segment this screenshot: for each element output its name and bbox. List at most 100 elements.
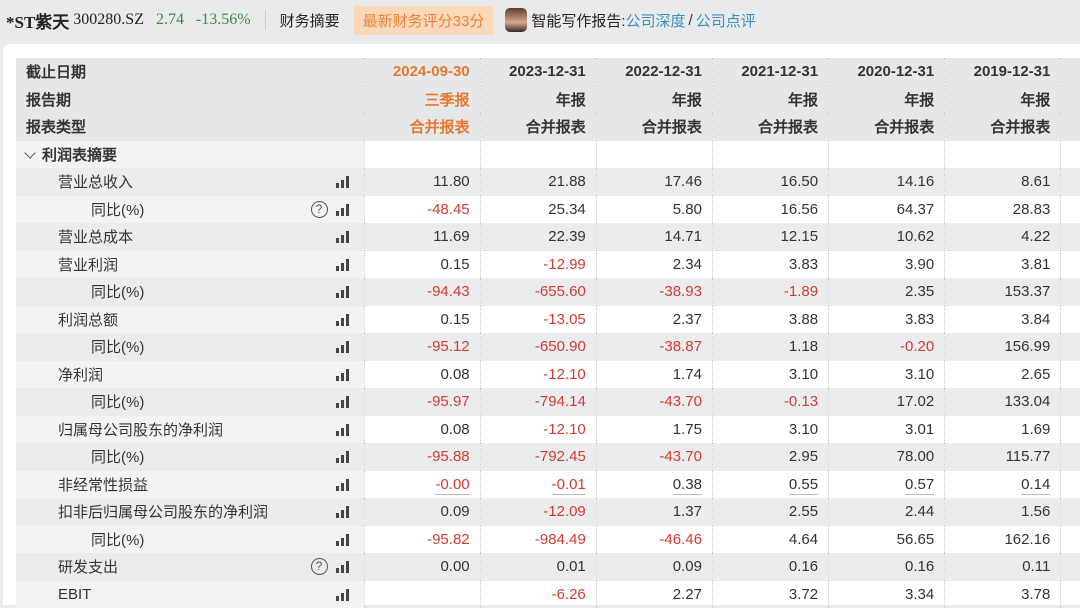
help-icon[interactable]: ? <box>311 558 328 575</box>
section-row[interactable]: 利润表摘要 <box>16 141 1080 169</box>
value-cell: 56.65 <box>829 526 945 554</box>
value[interactable]: -0.01 <box>552 476 586 495</box>
value[interactable]: 0.57 <box>905 476 934 495</box>
bar-chart-icon[interactable] <box>336 176 350 188</box>
value: 3.72 <box>789 586 818 603</box>
bar-chart-icon[interactable] <box>336 286 350 298</box>
stock-price: 2.74 <box>156 11 184 29</box>
bar-chart-icon[interactable] <box>336 341 350 353</box>
avatar <box>505 8 527 32</box>
value-cell: -12.99 <box>480 251 596 279</box>
value[interactable]: 0.14 <box>1021 476 1050 495</box>
row-label: EBIT <box>16 581 364 608</box>
partial-column <box>1061 306 1080 334</box>
value: 115.77 <box>1006 448 1051 465</box>
value-cell: 2.37 <box>596 306 712 334</box>
value: -13.05 <box>543 311 586 328</box>
value-cell: 2.44 <box>829 498 945 526</box>
chevron-down-icon[interactable] <box>24 147 35 158</box>
value: 21.88 <box>548 173 586 190</box>
link-company-deep[interactable]: 公司深度 <box>626 10 686 31</box>
help-icon[interactable]: ? <box>311 201 328 218</box>
partial-column <box>1061 223 1080 251</box>
value[interactable]: 0.55 <box>789 476 818 495</box>
value-cell: 2.27 <box>596 581 712 608</box>
value-cell: 3.10 <box>712 361 828 389</box>
value: 17.02 <box>897 393 935 410</box>
value-cell: -95.82 <box>364 526 480 554</box>
value: 22.39 <box>548 228 586 245</box>
empty-cell <box>945 141 1061 169</box>
bar-chart-icon[interactable] <box>336 479 350 491</box>
value-cell: 16.50 <box>712 168 828 196</box>
value-cell: 17.02 <box>829 388 945 416</box>
value: 4.22 <box>1021 228 1050 245</box>
partial-column <box>1061 553 1080 581</box>
section-label[interactable]: 利润表摘要 <box>16 141 364 169</box>
value: 14.71 <box>664 228 702 245</box>
row-label: 营业总收入 <box>16 168 364 196</box>
value-cell: 3.84 <box>945 306 1061 334</box>
header-cell: 2023-12-31 <box>480 58 596 86</box>
row-label: 同比(%) <box>16 526 364 554</box>
partial-column <box>1061 168 1080 196</box>
link-separator: / <box>689 12 693 29</box>
bar-chart-icon[interactable] <box>336 561 350 573</box>
value-cell: 156.99 <box>945 333 1061 361</box>
header-cell: 年报 <box>480 86 596 114</box>
link-company-review[interactable]: 公司点评 <box>696 10 756 31</box>
row-label: 同比(%) <box>16 388 364 416</box>
value: -12.10 <box>543 421 586 438</box>
value-cell: 16.56 <box>712 196 828 224</box>
row-label-text: 营业总成本 <box>26 229 133 246</box>
bar-chart-icon[interactable] <box>336 396 350 408</box>
value-cell: -0.01 <box>480 471 596 499</box>
value: -43.70 <box>659 393 702 410</box>
value: 16.50 <box>781 173 819 190</box>
value: 56.65 <box>897 531 935 548</box>
value: 0.15 <box>440 256 469 273</box>
value-cell: 0.15 <box>364 306 480 334</box>
value-cell: 1.74 <box>596 361 712 389</box>
bar-chart-icon[interactable] <box>336 369 350 381</box>
bar-chart-icon[interactable] <box>336 589 350 601</box>
value: 3.10 <box>789 366 818 383</box>
value: 5.80 <box>673 201 702 218</box>
header-cell: 合并报表 <box>829 113 945 141</box>
value: 17.46 <box>664 173 702 190</box>
bar-chart-icon[interactable] <box>336 424 350 436</box>
row-label: 同比(%)? <box>16 196 364 224</box>
value-cell: -984.49 <box>480 526 596 554</box>
value-cell: -1.89 <box>712 278 828 306</box>
bar-chart-icon[interactable] <box>336 314 350 326</box>
bar-chart-icon[interactable] <box>336 204 350 216</box>
value: -0.20 <box>900 338 934 355</box>
bar-chart-icon[interactable] <box>336 259 350 271</box>
value: -6.26 <box>552 586 586 603</box>
value-cell: 3.78 <box>945 581 1061 608</box>
row-label: 净利润 <box>16 361 364 389</box>
value-cell: -43.70 <box>596 443 712 471</box>
score-badge[interactable]: 最新财务评分33分 <box>354 6 494 35</box>
value[interactable]: -0.00 <box>435 476 469 495</box>
value: 2.34 <box>673 256 702 273</box>
partial-column <box>1061 443 1080 471</box>
value: 162.16 <box>1004 531 1050 548</box>
header-cell: 年报 <box>712 86 828 114</box>
bar-chart-icon[interactable] <box>336 451 350 463</box>
summary-title: 财务摘要 <box>280 10 340 31</box>
header-label: 报表类型 <box>16 113 364 141</box>
value-cell: 8.61 <box>945 168 1061 196</box>
row-label-text: 研发支出 <box>26 559 118 576</box>
bar-chart-icon[interactable] <box>336 506 350 518</box>
value-cell: 0.57 <box>829 471 945 499</box>
bar-chart-icon[interactable] <box>336 534 350 546</box>
value-cell: 5.80 <box>596 196 712 224</box>
partial-column <box>1061 58 1080 86</box>
value[interactable]: 0.38 <box>673 476 702 495</box>
value-cell: -38.93 <box>596 278 712 306</box>
bar-chart-icon[interactable] <box>336 231 350 243</box>
